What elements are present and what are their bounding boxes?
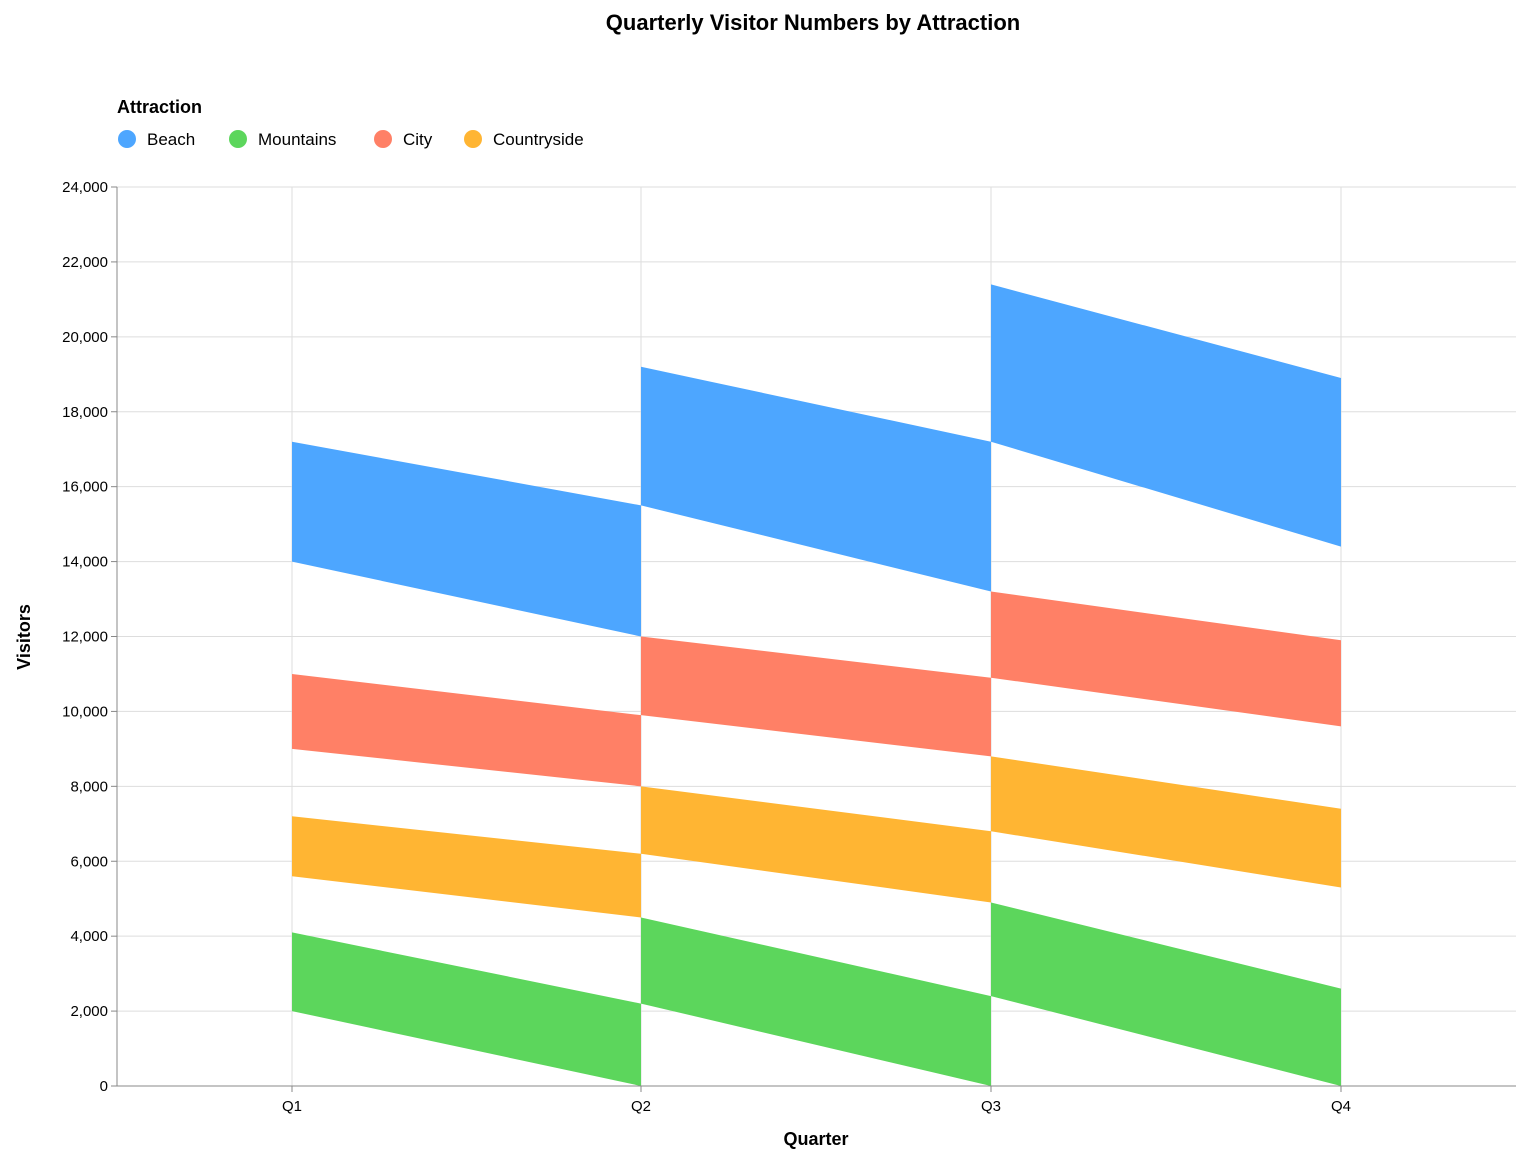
y-tick-label: 16,000 xyxy=(62,479,108,496)
y-tick-label: 4,000 xyxy=(70,928,108,945)
x-tick-label: Q4 xyxy=(1331,1098,1351,1115)
area-bands xyxy=(292,284,1341,1086)
x-tick-label: Q3 xyxy=(981,1098,1001,1115)
y-tick-label: 20,000 xyxy=(62,329,108,346)
series-countryside xyxy=(292,756,1341,918)
legend-label: Mountains xyxy=(258,130,336,149)
series-mountains xyxy=(292,902,1341,1086)
city-band-q2-q3 xyxy=(641,636,991,757)
legend-swatch xyxy=(229,130,247,148)
y-tick-label: 12,000 xyxy=(62,629,108,646)
y-tick-label: 22,000 xyxy=(62,254,108,271)
mountains-band-q3-q4 xyxy=(991,902,1341,1086)
chart-title: Quarterly Visitor Numbers by Attraction xyxy=(606,10,1020,35)
countryside-band-q3-q4 xyxy=(991,756,1341,888)
city-band-q3-q4 xyxy=(991,591,1341,727)
legend-item-beach[interactable]: Beach xyxy=(118,130,195,149)
series-beach xyxy=(292,284,1341,637)
beach-band-q2-q3 xyxy=(641,366,991,592)
y-tick-label: 8,000 xyxy=(70,778,108,795)
series-city xyxy=(292,591,1341,787)
beach-band-q1-q2 xyxy=(292,441,641,637)
mountains-band-q1-q2 xyxy=(292,932,641,1086)
x-tick-label: Q1 xyxy=(282,1098,302,1115)
legend-item-mountains[interactable]: Mountains xyxy=(229,130,336,149)
legend-swatch xyxy=(464,130,482,148)
city-band-q1-q2 xyxy=(292,673,641,787)
axes: 0 2,000 4,000 6,000 8,000 10,000 12,000 14,000 1… xyxy=(62,179,1516,1115)
legend-label: Beach xyxy=(147,130,195,149)
x-tick-label: Q2 xyxy=(631,1098,651,1115)
legend: Beach Mountains City Countryside xyxy=(118,130,584,149)
legend-swatch xyxy=(374,130,392,148)
y-tick-label: 18,000 xyxy=(62,404,108,421)
mountains-band-q2-q3 xyxy=(641,917,991,1086)
y-axis-title: Visitors xyxy=(14,604,34,670)
countryside-band-q2-q3 xyxy=(641,786,991,903)
beach-band-q3-q4 xyxy=(991,284,1341,547)
legend-label: Countryside xyxy=(493,130,584,149)
y-tick-label: 0 xyxy=(100,1078,108,1095)
legend-title: Attraction xyxy=(117,97,202,117)
x-axis-title: Quarter xyxy=(783,1129,848,1149)
y-tick-label: 2,000 xyxy=(70,1003,108,1020)
y-tick-label: 10,000 xyxy=(62,703,108,720)
y-tick-label: 6,000 xyxy=(70,853,108,870)
legend-item-countryside[interactable]: Countryside xyxy=(464,130,584,149)
legend-label: City xyxy=(403,130,433,149)
y-tick-label: 24,000 xyxy=(62,179,108,196)
y-tick-label: 14,000 xyxy=(62,554,108,571)
legend-item-city[interactable]: City xyxy=(374,130,433,149)
legend-swatch xyxy=(118,130,136,148)
countryside-band-q1-q2 xyxy=(292,816,641,918)
